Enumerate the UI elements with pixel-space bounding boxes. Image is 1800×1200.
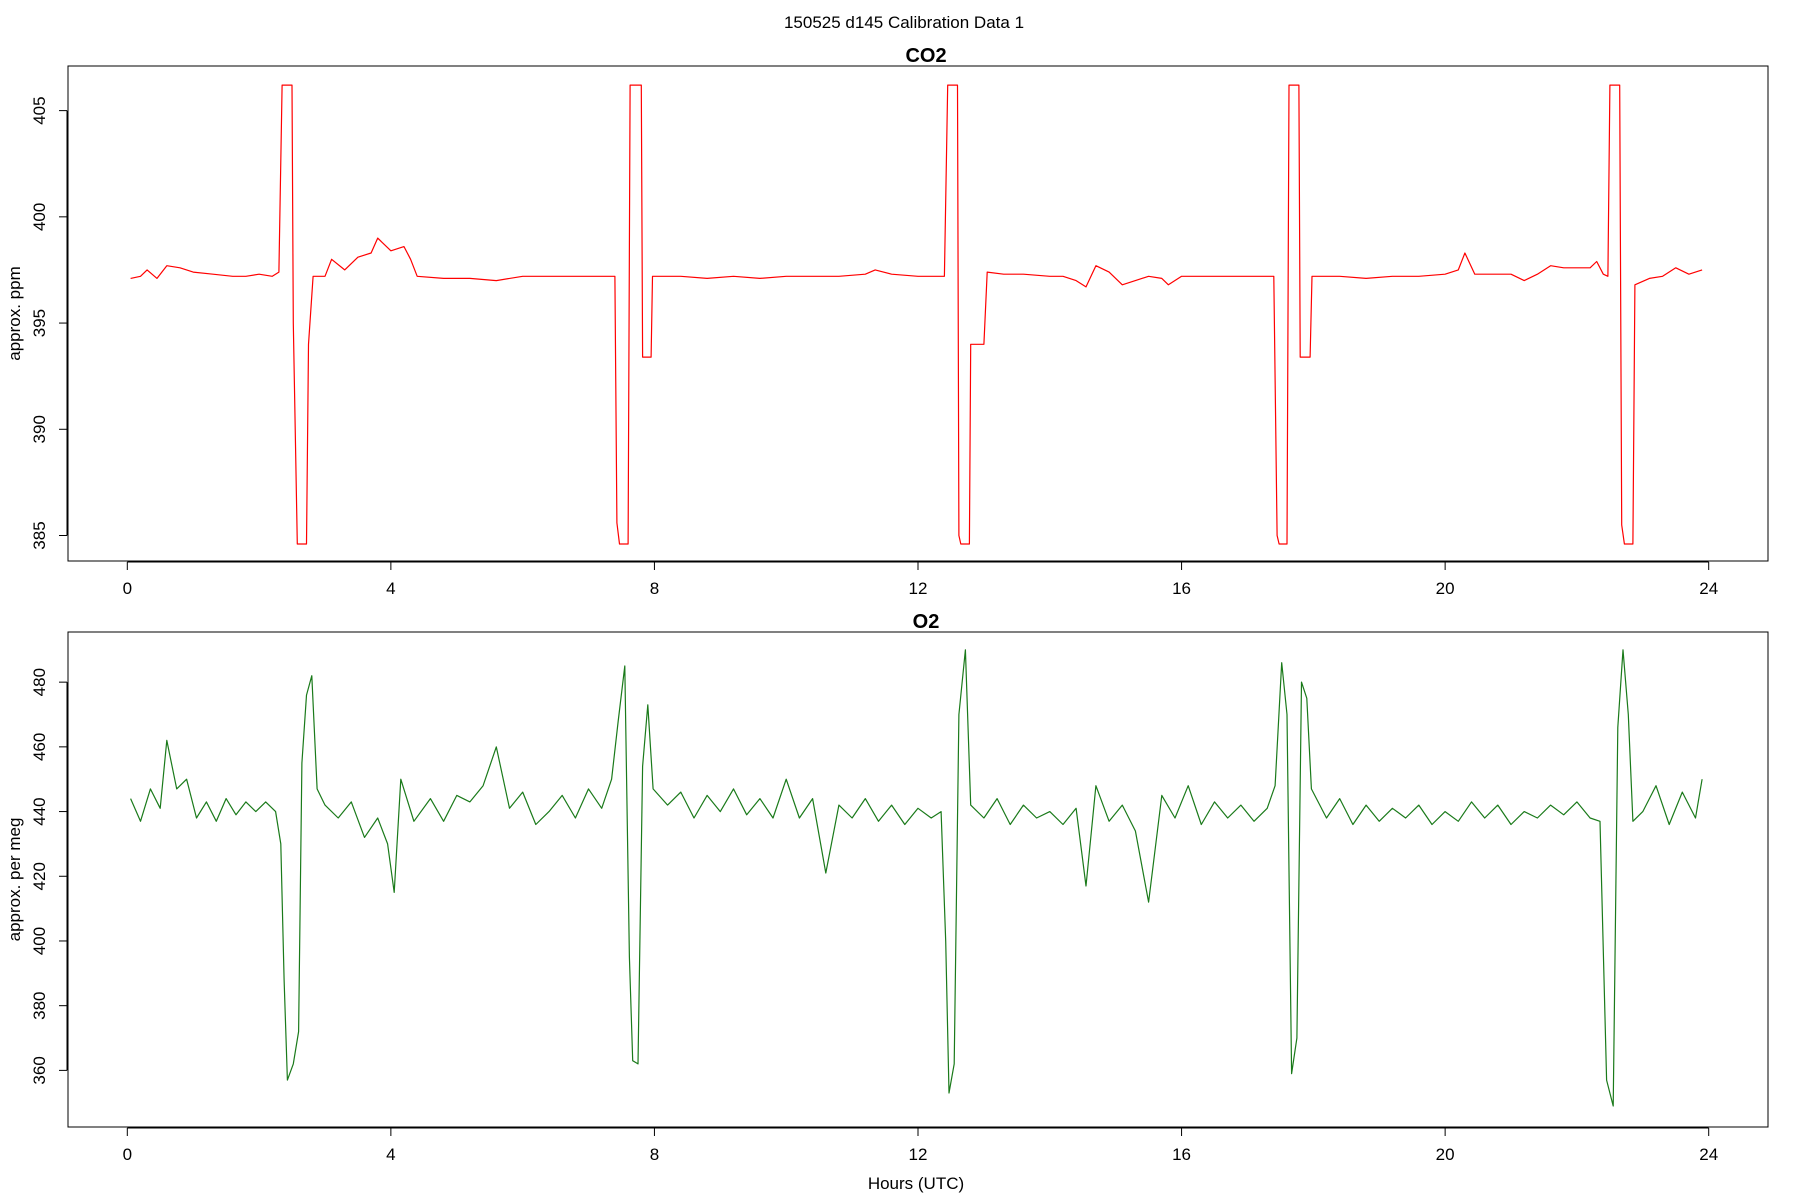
x-tick-label: 4: [386, 1145, 395, 1164]
y-axis-label: approx. ppm: [5, 266, 24, 361]
y-tick-label: 380: [30, 991, 49, 1019]
page-title: 150525 d145 Calibration Data 1: [784, 13, 1024, 32]
series-line: [130, 649, 1703, 1107]
y-tick-label: 390: [30, 415, 49, 443]
x-tick-label: 20: [1436, 1145, 1455, 1164]
y-tick-label: 420: [30, 862, 49, 890]
x-axis-label: Hours (UTC): [868, 1174, 964, 1193]
x-tick-label: 8: [650, 1145, 659, 1164]
x-tick-label: 0: [123, 1145, 132, 1164]
y-tick-label: 385: [30, 521, 49, 549]
x-tick-label: 8: [650, 579, 659, 598]
panel-title: CO2: [905, 45, 946, 67]
x-tick-label: 24: [1699, 1145, 1718, 1164]
y-tick-label: 480: [30, 668, 49, 696]
x-tick-label: 4: [386, 579, 395, 598]
y-tick-label: 395: [30, 309, 49, 337]
y-tick-label: 440: [30, 797, 49, 825]
co2-panel: CO2 0 4 8 12 16 20 24 385 390 395 400 405 approx. ppm: [5, 45, 1769, 598]
x-tick-label: 16: [1172, 579, 1191, 598]
y-tick-label: 400: [30, 203, 49, 231]
x-tick-label: 20: [1436, 579, 1455, 598]
plot-frame: [67, 65, 1769, 562]
plot-frame: [67, 631, 1769, 1128]
x-tick-label: 12: [909, 579, 928, 598]
x-tick-label: 12: [909, 1145, 928, 1164]
y-axis-label: approx. per meg: [5, 818, 24, 942]
y-tick-label: 405: [30, 96, 49, 124]
x-tick-label: 0: [123, 579, 132, 598]
panel-title: O2: [913, 611, 940, 633]
o2-panel: O2 0 4 8 12 16 20 24 360 380 400 420 440 460 480 approx…: [5, 611, 1769, 1193]
y-tick-label: 460: [30, 733, 49, 761]
y-tick-label: 400: [30, 927, 49, 955]
x-tick-label: 24: [1699, 579, 1718, 598]
y-tick-label: 360: [30, 1056, 49, 1084]
series-line: [130, 84, 1703, 545]
x-tick-label: 16: [1172, 1145, 1191, 1164]
